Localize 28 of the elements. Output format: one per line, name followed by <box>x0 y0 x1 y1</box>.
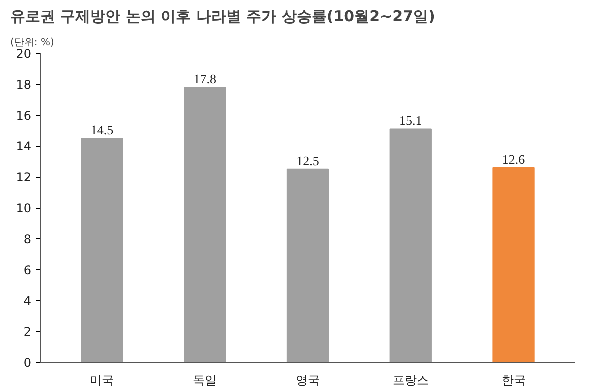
data-label: 17.8 <box>194 71 216 86</box>
bar <box>286 168 330 362</box>
data-label: 12.6 <box>502 152 526 167</box>
x-tick-label: 한국 <box>502 374 526 388</box>
x-tick-label: 영국 <box>296 374 320 388</box>
y-tick-label: 2 <box>24 325 32 340</box>
chart-subtitle: (단위: %) <box>10 38 54 48</box>
data-label: 14.5 <box>90 122 114 138</box>
y-tick-label: 18 <box>16 78 32 92</box>
x-tick-label: 미국 <box>90 374 114 388</box>
y-tick-label: 12 <box>16 170 32 185</box>
y-tick-label: 14 <box>16 140 32 154</box>
bar <box>81 138 124 362</box>
data-label: 15.1 <box>400 113 422 128</box>
bar <box>492 167 535 362</box>
y-tick-label: 6 <box>24 263 32 278</box>
x-tick-label: 프랑스 <box>392 374 429 388</box>
y-tick-label: 4 <box>24 294 32 308</box>
y-tick-label: 0 <box>24 356 32 370</box>
bar <box>184 86 226 362</box>
y-tick-label: 20 <box>16 47 32 61</box>
x-tick-label: 독일 <box>193 374 218 388</box>
y-tick-label: 16 <box>16 108 32 123</box>
y-tick-label: 10 <box>16 202 32 216</box>
chart-title: 유로권 구제방안 논의 이후 나라별 주가 상승률(10월2~27일) <box>10 8 436 26</box>
y-tick-label: 8 <box>24 232 32 246</box>
bar <box>390 128 432 362</box>
data-label: 12.5 <box>296 153 320 168</box>
